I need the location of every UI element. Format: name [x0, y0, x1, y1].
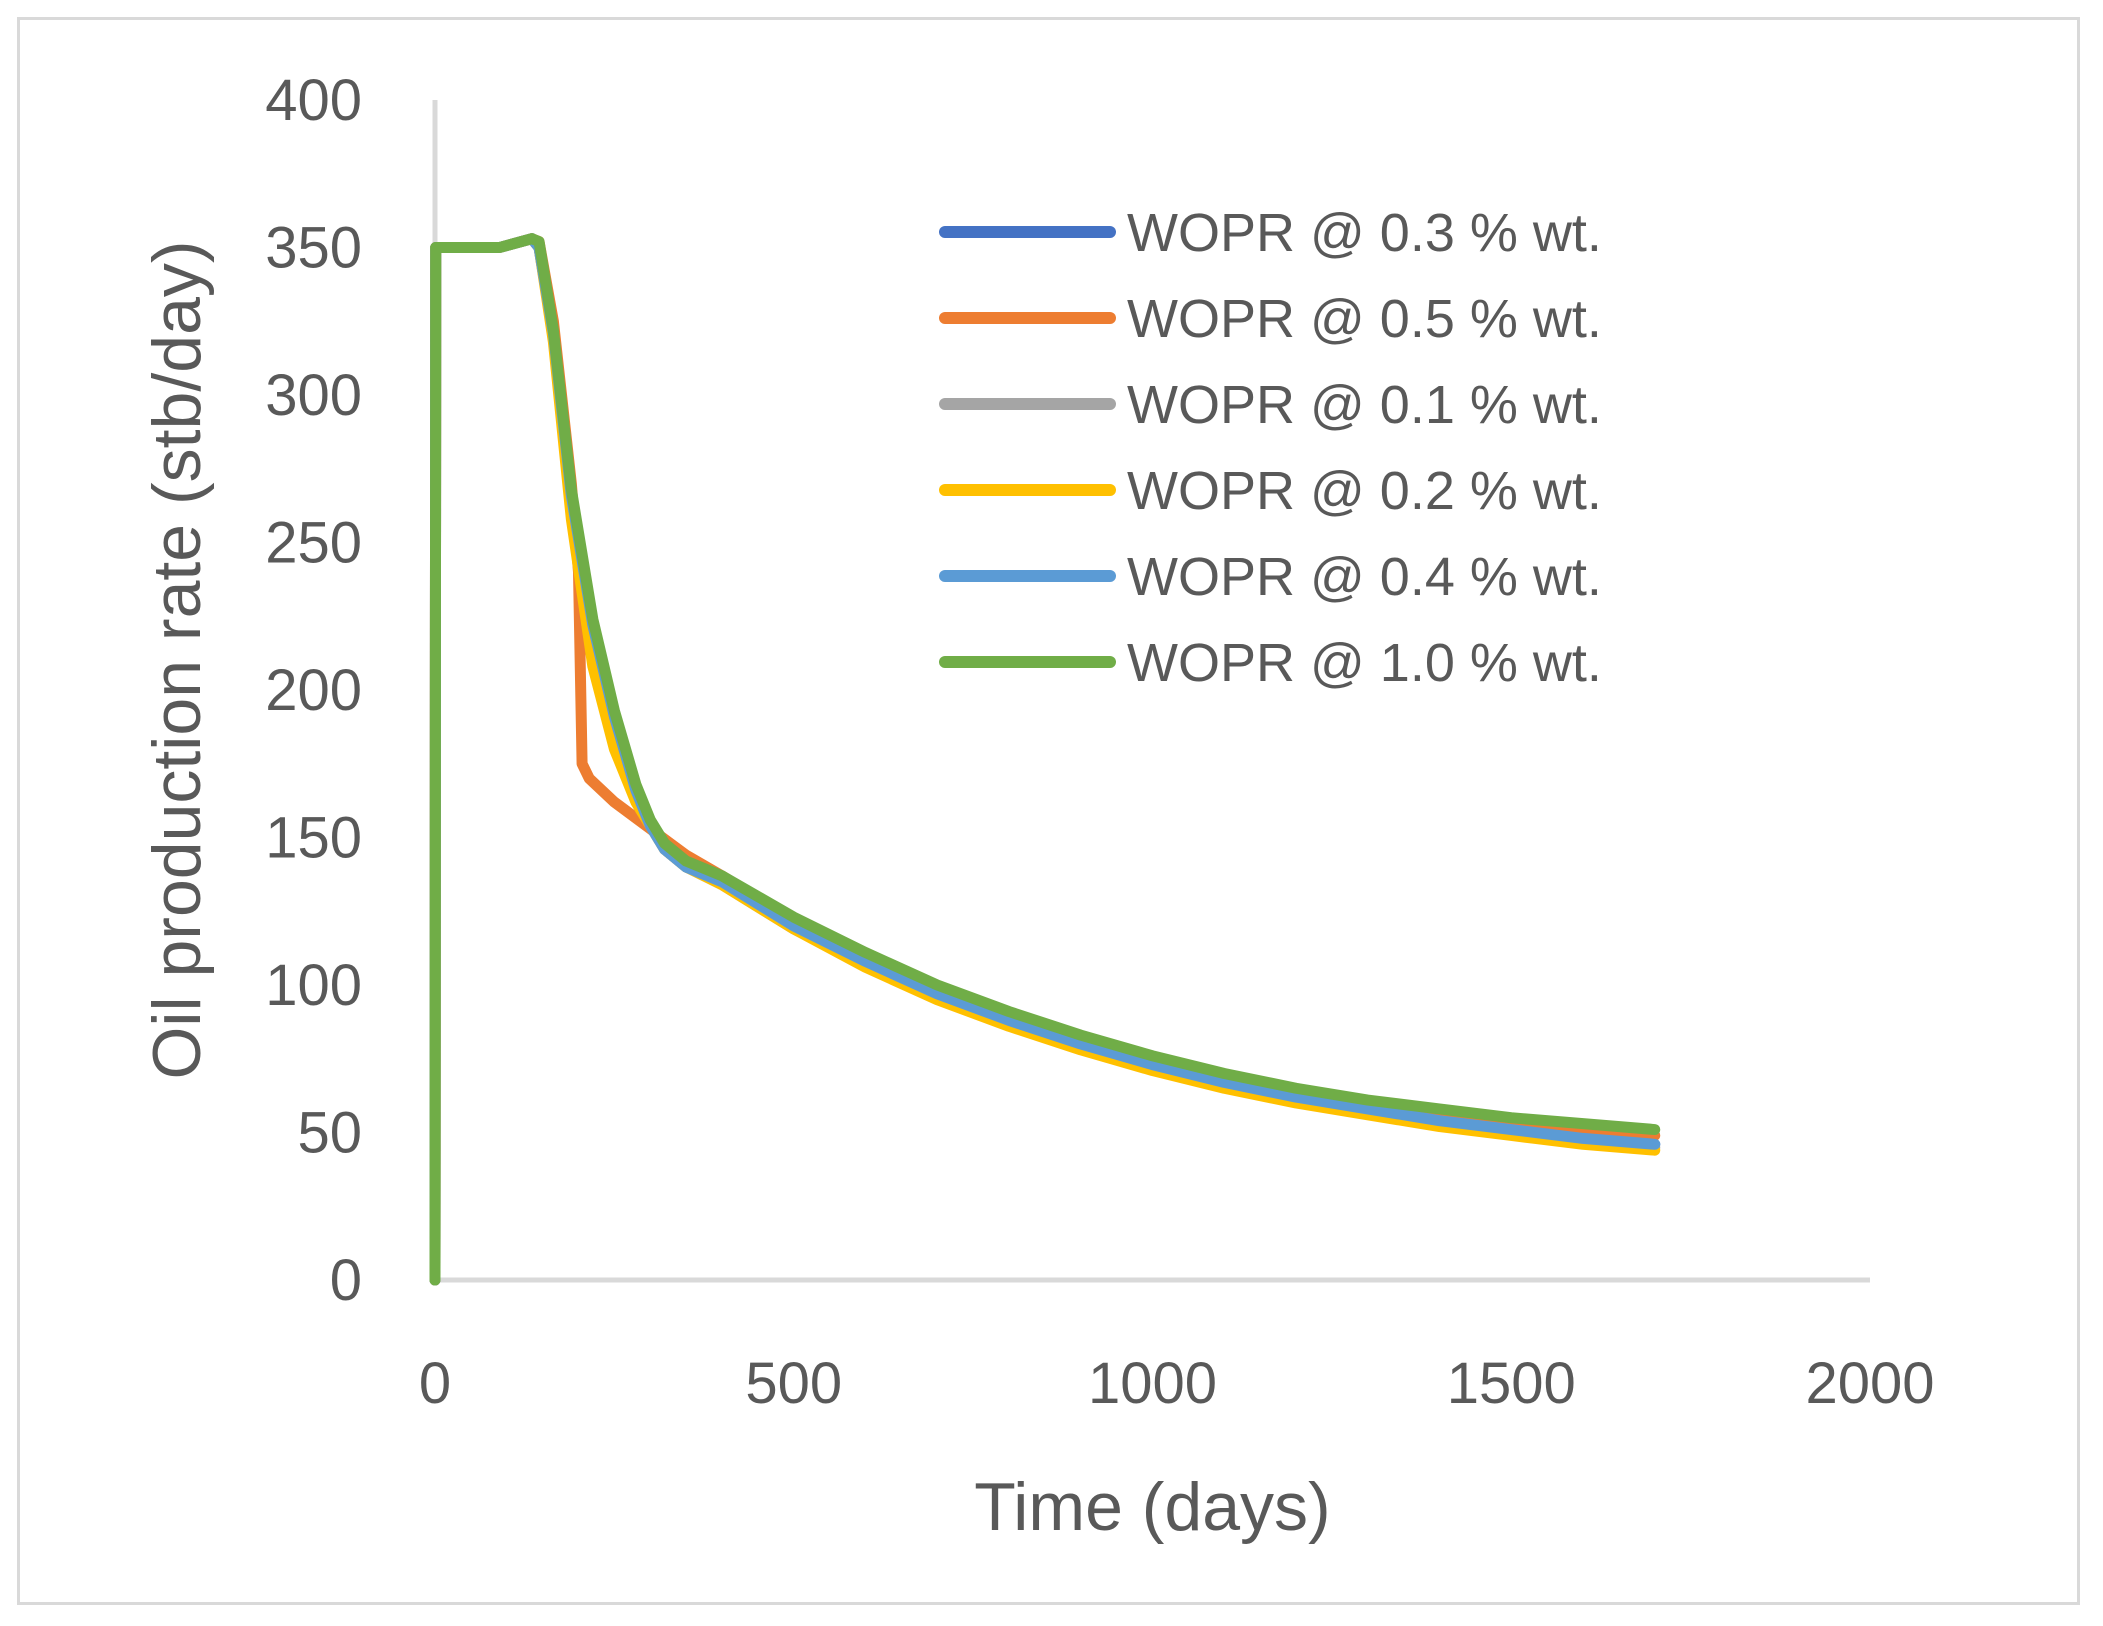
- x-tick-label: 0: [419, 1351, 451, 1416]
- x-tick-label: 2000: [1805, 1351, 1934, 1416]
- y-tick-label: 250: [265, 511, 362, 576]
- series-lines: [429, 233, 1661, 1286]
- y-tick-label: 100: [265, 953, 362, 1018]
- series-line: [429, 233, 1661, 1286]
- chart-frame: [17, 17, 2080, 1605]
- y-axis-title: Oil production rate (stb/day): [139, 240, 215, 1079]
- y-tick-label: 0: [330, 1248, 362, 1313]
- x-tick-label: 1500: [1447, 1351, 1576, 1416]
- legend-label: WOPR @ 0.1 % wt.: [1127, 375, 1602, 435]
- legend-label: WOPR @ 0.3 % wt.: [1127, 203, 1602, 263]
- y-tick-label: 150: [265, 806, 362, 871]
- x-tick-labels: 0 500 1000 1500 2000: [419, 1351, 1935, 1416]
- y-tick-label: 350: [265, 216, 362, 281]
- legend-label: WOPR @ 0.5 % wt.: [1127, 289, 1602, 349]
- legend-label: WOPR @ 0.2 % wt.: [1127, 461, 1602, 521]
- y-tick-labels: 0 50 100 150 200 250 300 350 400: [265, 68, 362, 1313]
- y-tick-label: 50: [297, 1101, 362, 1166]
- legend: WOPR @ 0.3 % wt. WOPR @ 0.5 % wt. WOPR @ 0…: [939, 203, 1602, 693]
- y-tick-label: 400: [265, 68, 362, 133]
- legend-label: WOPR @ 1.0 % wt.: [1127, 633, 1602, 693]
- y-tick-label: 300: [265, 363, 362, 428]
- x-axis-title: Time (days): [974, 1469, 1330, 1545]
- legend-label: WOPR @ 0.4 % wt.: [1127, 547, 1602, 607]
- x-tick-label: 1000: [1088, 1351, 1217, 1416]
- y-tick-label: 200: [265, 658, 362, 723]
- x-tick-label: 500: [745, 1351, 842, 1416]
